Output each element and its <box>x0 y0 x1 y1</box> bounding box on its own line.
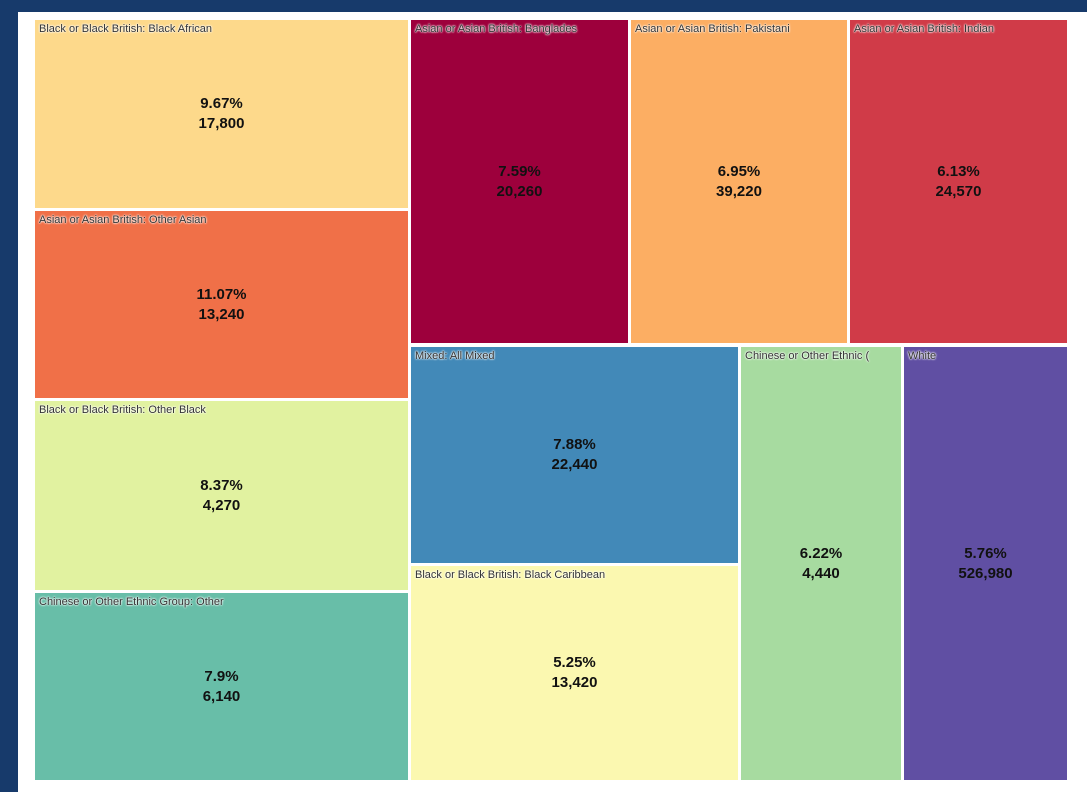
tile-label: Asian or Asian British: Banglades <box>415 23 578 35</box>
tile: Black or Black British: Black Caribbean 5… <box>411 566 738 780</box>
tile-values: 6.95% 39,220 <box>631 162 847 202</box>
tile-label: Asian or Asian British: Indian <box>854 23 995 35</box>
tile-values: 7.9% 6,140 <box>35 667 408 707</box>
percentage-label: 5.76% <box>964 544 1007 562</box>
treemap: Black or Black British: Black African 9.6… <box>18 12 1087 792</box>
tile-label: Chinese or Other Ethnic ( <box>745 350 870 362</box>
percentage-label: 7.9% <box>204 667 239 685</box>
percentage-label: 6.22% <box>799 544 843 562</box>
tile: Asian or Asian British: Banglades 7.59% 20… <box>411 20 628 343</box>
percentage-label: 11.07% <box>196 285 247 303</box>
tile-label: Black or Black British: Black African <box>39 23 213 35</box>
tile-values: 5.76% 526,980 <box>904 544 1067 584</box>
value-label: 6,140 <box>202 687 241 705</box>
percentage-label: 9.67% <box>200 95 243 112</box>
value-label: 17,800 <box>198 115 245 132</box>
tile-values: 5.25% 13,420 <box>411 653 738 693</box>
value-label: 4,270 <box>202 496 241 514</box>
percentage-label: 5.25% <box>553 654 596 671</box>
tile-values: 6.13% 24,570 <box>850 162 1067 202</box>
tile: Chinese or Other Ethnic Group: Other 7.9%… <box>35 593 408 780</box>
tile-label: Black or Black British: Other Black <box>39 404 206 416</box>
tile-label: Mixed: All Mixed <box>415 350 495 362</box>
value-label: 24,570 <box>935 182 982 200</box>
tile: Black or Black British: Black African 9.6… <box>35 20 408 208</box>
tile: Black or Black British: Other Black 8.37%… <box>35 401 408 590</box>
tile-label: White <box>908 350 937 362</box>
tile: Asian or Asian British: Pakistani 6.95% 39… <box>631 20 847 343</box>
percentage-label: 8.37% <box>200 476 243 494</box>
tile-label: Black or Black British: Black Caribbean <box>415 569 606 581</box>
percentage-label: 7.59% <box>498 162 541 180</box>
tile-values: 6.22% 4,440 <box>741 544 901 584</box>
tile: Asian or Asian British: Other Asian 11.07… <box>35 211 408 398</box>
tile-values: 7.59% 20,260 <box>411 162 628 202</box>
tile-label: Asian or Asian British: Pakistani <box>635 23 790 35</box>
value-label: 39,220 <box>716 182 762 200</box>
tile-values: 11.07% 13,240 <box>35 285 408 325</box>
tile: Asian or Asian British: Indian 6.13% 24,57… <box>850 20 1067 343</box>
tile-label: Chinese or Other Ethnic Group: Other <box>39 596 224 608</box>
percentage-label: 7.88% <box>553 436 596 453</box>
tile-values: 9.67% 17,800 <box>35 94 408 134</box>
value-label: 13,420 <box>551 674 598 691</box>
tile: White 5.76% 526,980 <box>904 347 1067 780</box>
value-label: 526,980 <box>958 564 1013 582</box>
value-label: 20,260 <box>496 182 543 200</box>
tile-values: 7.88% 22,440 <box>411 435 738 475</box>
value-label: 4,440 <box>802 564 840 582</box>
value-label: 22,440 <box>551 456 598 473</box>
tile-values: 8.37% 4,270 <box>35 476 408 516</box>
tile-label: Asian or Asian British: Other Asian <box>39 214 207 226</box>
tile: Chinese or Other Ethnic ( 6.22% 4,440 <box>741 347 901 780</box>
value-label: 13,240 <box>198 305 245 323</box>
percentage-label: 6.13% <box>937 162 980 180</box>
percentage-label: 6.95% <box>717 162 761 180</box>
tile: Mixed: All Mixed 7.88% 22,440 <box>411 347 738 563</box>
